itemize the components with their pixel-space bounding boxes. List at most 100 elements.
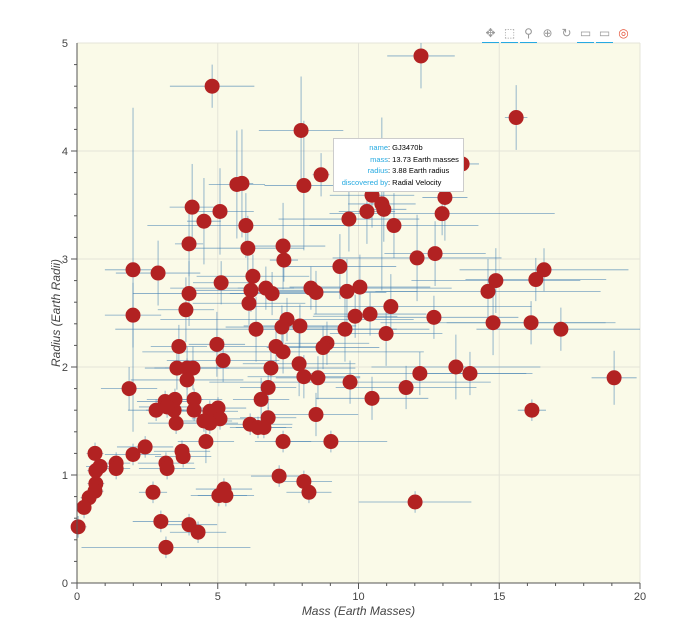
data-point[interactable] — [125, 446, 141, 462]
data-point[interactable] — [386, 218, 402, 234]
data-point[interactable] — [528, 272, 544, 288]
data-point[interactable] — [212, 203, 228, 219]
data-point[interactable] — [137, 439, 153, 455]
data-point[interactable] — [553, 321, 569, 337]
data-point[interactable] — [427, 246, 443, 262]
data-point[interactable] — [339, 283, 355, 299]
data-point[interactable] — [293, 122, 309, 138]
data-point[interactable] — [524, 402, 540, 418]
data-point[interactable] — [190, 524, 206, 540]
data-point[interactable] — [181, 286, 197, 302]
data-point[interactable] — [276, 252, 292, 268]
data-point[interactable] — [313, 167, 329, 183]
hover-icon[interactable]: ▭ — [577, 24, 594, 43]
data-point[interactable] — [240, 240, 256, 256]
data-point[interactable] — [241, 295, 257, 311]
data-point[interactable] — [352, 279, 368, 295]
data-point[interactable] — [218, 488, 234, 504]
data-point[interactable] — [376, 201, 392, 217]
save-icon[interactable]: ▭ — [596, 24, 613, 43]
data-point[interactable] — [186, 402, 202, 418]
data-point[interactable] — [437, 189, 453, 205]
data-point[interactable] — [323, 434, 339, 450]
data-point[interactable] — [88, 463, 104, 479]
data-point[interactable] — [271, 468, 287, 484]
data-point[interactable] — [178, 302, 194, 318]
data-point[interactable] — [76, 499, 92, 515]
data-point[interactable] — [291, 356, 307, 372]
data-point[interactable] — [153, 513, 169, 529]
data-point[interactable] — [342, 374, 358, 390]
data-point[interactable] — [179, 372, 195, 388]
data-point[interactable] — [215, 353, 231, 369]
data-point[interactable] — [70, 519, 86, 535]
data-point[interactable] — [413, 48, 429, 64]
data-point[interactable] — [409, 250, 425, 266]
data-point[interactable] — [508, 110, 524, 126]
data-point[interactable] — [398, 380, 414, 396]
data-point[interactable] — [308, 407, 324, 423]
data-point[interactable] — [168, 415, 184, 431]
data-point[interactable] — [198, 434, 214, 450]
data-point[interactable] — [275, 344, 291, 360]
data-point[interactable] — [362, 306, 378, 322]
wheel-zoom-icon[interactable]: ⚲ — [520, 24, 537, 43]
data-point[interactable] — [238, 218, 254, 234]
data-point[interactable] — [364, 390, 380, 406]
data-point[interactable] — [108, 461, 124, 477]
data-point[interactable] — [186, 391, 202, 407]
data-point[interactable] — [209, 336, 225, 352]
data-point[interactable] — [121, 381, 137, 397]
data-point[interactable] — [264, 286, 280, 302]
data-point[interactable] — [434, 206, 450, 222]
data-point[interactable] — [159, 399, 175, 415]
data-point[interactable] — [184, 199, 200, 215]
data-point[interactable] — [523, 315, 539, 331]
data-point[interactable] — [158, 539, 174, 555]
data-point[interactable] — [359, 203, 375, 219]
data-point[interactable] — [315, 340, 331, 356]
data-point[interactable] — [337, 321, 353, 337]
data-point[interactable] — [488, 273, 504, 289]
data-point[interactable] — [308, 284, 324, 300]
data-point[interactable] — [485, 315, 501, 331]
data-point[interactable] — [407, 494, 423, 510]
data-point[interactable] — [310, 370, 326, 386]
data-point[interactable] — [213, 275, 229, 291]
zoom-in-icon[interactable]: ⊕ — [542, 26, 553, 40]
data-point[interactable] — [185, 360, 201, 376]
data-point[interactable] — [181, 236, 197, 252]
data-point[interactable] — [448, 359, 464, 375]
data-point[interactable] — [150, 265, 166, 281]
data-point[interactable] — [480, 283, 496, 299]
data-point[interactable] — [125, 262, 141, 278]
data-point[interactable] — [275, 238, 291, 254]
pan-icon[interactable]: ✥ — [482, 24, 499, 43]
data-point[interactable] — [274, 319, 290, 335]
data-point[interactable] — [229, 176, 245, 192]
data-point[interactable] — [175, 449, 191, 465]
data-point[interactable] — [412, 365, 428, 381]
data-point[interactable] — [383, 299, 399, 315]
data-point[interactable] — [296, 369, 312, 385]
data-point[interactable] — [169, 360, 185, 376]
data-point[interactable] — [263, 360, 279, 376]
data-point[interactable] — [256, 419, 272, 435]
data-point[interactable] — [301, 484, 317, 500]
bokeh-logo-icon[interactable]: ◎ — [618, 26, 629, 40]
data-point[interactable] — [296, 178, 312, 194]
data-point[interactable] — [245, 268, 261, 284]
data-point[interactable] — [243, 282, 259, 298]
reset-icon[interactable]: ↻ — [561, 26, 572, 40]
data-point[interactable] — [196, 213, 212, 229]
data-point[interactable] — [248, 321, 264, 337]
data-point[interactable] — [275, 434, 291, 450]
data-point[interactable] — [253, 391, 269, 407]
data-point[interactable] — [87, 445, 103, 461]
data-point[interactable] — [606, 370, 622, 386]
data-point[interactable] — [145, 484, 161, 500]
data-point[interactable] — [332, 259, 348, 275]
data-point[interactable] — [292, 318, 308, 334]
data-point[interactable] — [378, 326, 394, 342]
